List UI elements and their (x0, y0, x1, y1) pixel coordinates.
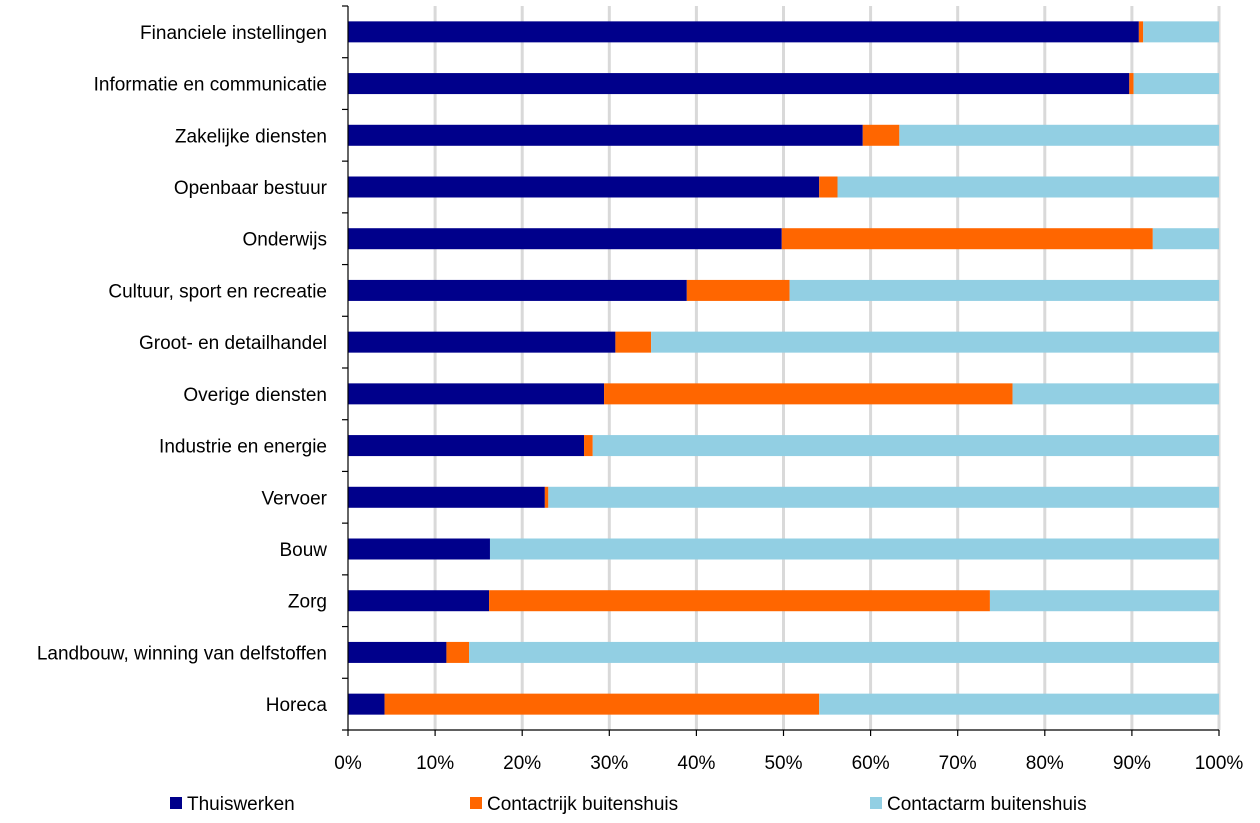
x-tick-label: 0% (334, 753, 362, 774)
bar-contactrijk-buitenshuis (781, 228, 1153, 250)
category-label: Industrie en energie (159, 437, 327, 458)
category-label: Informatie en communicatie (94, 75, 327, 96)
x-tick-label: 20% (503, 753, 541, 774)
bar-thuiswerken (348, 641, 447, 663)
x-tick-label: 70% (939, 753, 977, 774)
bar-contactarm-buitenshuis (1133, 73, 1219, 95)
bar-contactrijk-buitenshuis (604, 383, 1013, 405)
legend-swatch-thuiswerken (170, 797, 182, 809)
bar-contactarm-buitenshuis (651, 331, 1219, 353)
category-label: Openbaar bestuur (174, 178, 328, 199)
bar-contactrijk-buitenshuis (489, 590, 990, 612)
bar-contactrijk-buitenshuis (384, 693, 820, 715)
bar-contactarm-buitenshuis (489, 538, 1219, 560)
bars (348, 21, 1220, 715)
x-tick-label: 60% (852, 753, 890, 774)
gridlines (433, 6, 1221, 730)
category-label: Groot- en detailhandel (139, 333, 327, 354)
bar-thuiswerken (348, 486, 545, 508)
category-label: Onderwijs (243, 230, 327, 251)
category-label: Cultuur, sport en recreatie (108, 281, 327, 302)
bar-contactarm-buitenshuis (592, 435, 1219, 457)
x-tick-label: 50% (764, 753, 802, 774)
bar-thuiswerken (348, 331, 616, 353)
bar-thuiswerken (348, 176, 820, 198)
bar-thuiswerken (348, 124, 863, 146)
x-tick-label: 90% (1113, 753, 1151, 774)
x-tick-label: 30% (590, 753, 628, 774)
category-label: Financiele instellingen (140, 23, 327, 44)
category-label: Overige diensten (183, 385, 327, 406)
bar-contactarm-buitenshuis (899, 124, 1219, 146)
axes (342, 5, 1220, 736)
x-tick-label: 80% (1026, 753, 1064, 774)
bar-thuiswerken (348, 538, 490, 560)
bar-thuiswerken (348, 590, 490, 612)
x-tick-label: 100% (1195, 753, 1244, 774)
bar-thuiswerken (348, 435, 585, 457)
bar-contactarm-buitenshuis (837, 176, 1219, 198)
legend-label: Contactrijk buitenshuis (487, 794, 678, 815)
legend-label: Contactarm buitenshuis (887, 794, 1087, 815)
legend-swatch-contactarm-buitenshuis (870, 797, 882, 809)
bar-contactrijk-buitenshuis (686, 279, 790, 301)
bar-contactarm-buitenshuis (1143, 21, 1219, 43)
bar-contactrijk-buitenshuis (819, 176, 838, 198)
bar-contactrijk-buitenshuis (615, 331, 652, 353)
bar-contactarm-buitenshuis (1012, 383, 1219, 405)
bar-contactarm-buitenshuis (469, 641, 1220, 663)
legend-label: Thuiswerken (187, 794, 295, 815)
x-tick-label: 10% (416, 753, 454, 774)
bar-contactarm-buitenshuis (819, 693, 1219, 715)
x-tick-label: 40% (677, 753, 715, 774)
category-label: Bouw (279, 540, 327, 561)
bar-contactarm-buitenshuis (1152, 228, 1219, 250)
category-label: Zakelijke diensten (175, 126, 327, 147)
bar-contactarm-buitenshuis (989, 590, 1219, 612)
bar-contactarm-buitenshuis (789, 279, 1219, 301)
bar-contactarm-buitenshuis (548, 486, 1219, 508)
bar-thuiswerken (348, 21, 1139, 43)
category-label: Zorg (288, 592, 327, 613)
bar-thuiswerken (348, 693, 385, 715)
bar-thuiswerken (348, 279, 687, 301)
bar-contactrijk-buitenshuis (584, 435, 593, 457)
bar-contactrijk-buitenshuis (1138, 21, 1144, 43)
bar-thuiswerken (348, 73, 1130, 95)
bar-contactrijk-buitenshuis (862, 124, 900, 146)
bar-contactrijk-buitenshuis (446, 641, 470, 663)
bar-thuiswerken (348, 383, 605, 405)
bar-contactrijk-buitenshuis (1129, 73, 1134, 95)
category-label: Vervoer (262, 488, 328, 509)
legend-swatch-contactrijk-buitenshuis (470, 797, 482, 809)
x-tick-labels: 0% 10% 20% 30% 40% 50% 60% 70% 80% 90% 100% (334, 753, 1243, 774)
category-labels: Financiele instellingen Informatie en com… (37, 23, 328, 716)
legend: Thuiswerken Contactrijk buitenshuis Contac… (170, 794, 1087, 815)
category-label: Horeca (266, 695, 328, 716)
category-label: Landbouw, winning van delfstoffen (37, 643, 327, 664)
bar-thuiswerken (348, 228, 782, 250)
bar-contactrijk-buitenshuis (544, 486, 549, 508)
